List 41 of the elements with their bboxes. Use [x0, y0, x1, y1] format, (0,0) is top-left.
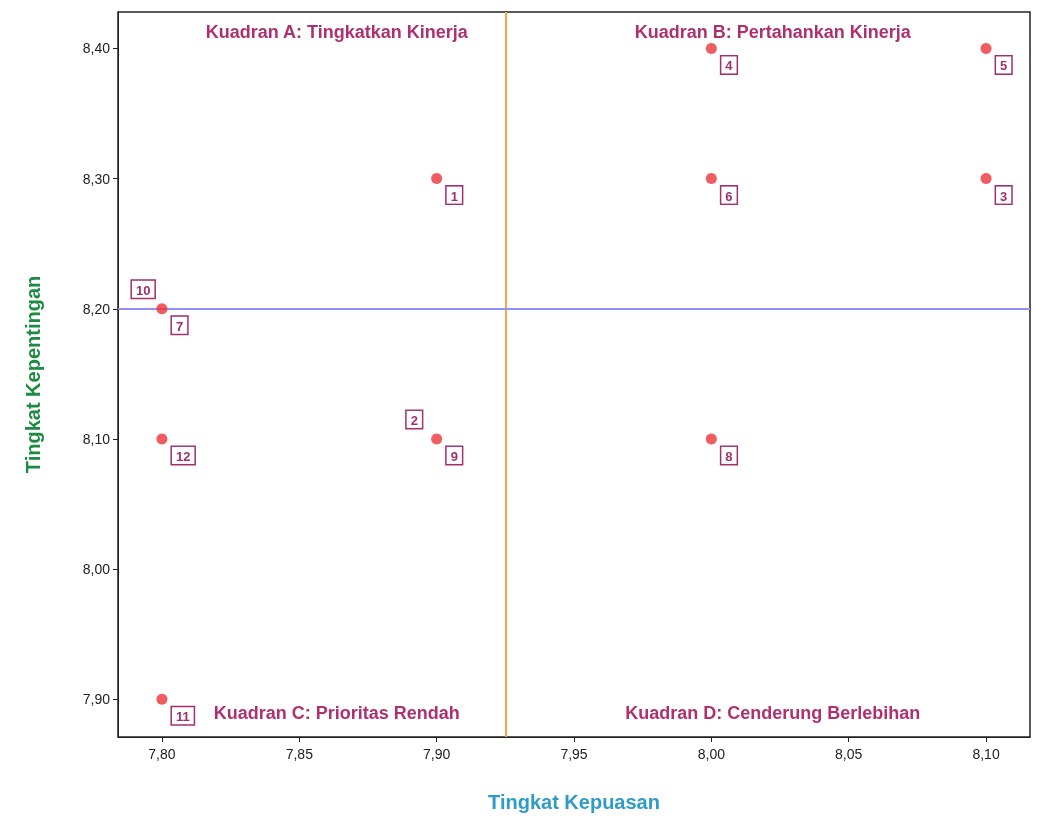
y-axis-title: Tingkat Kepentingan	[22, 275, 44, 474]
point	[431, 173, 443, 185]
annotation: 4	[725, 58, 734, 74]
annotation: Kuadran B: Pertahankan Kinerja	[634, 22, 912, 42]
annotation: 10	[135, 282, 151, 298]
x-tick-label: 7,85	[285, 746, 314, 762]
y-tick-label: 8,30	[82, 170, 111, 187]
annotation: Kuadran C: Prioritas Rendah	[213, 703, 460, 723]
y-tick-label: 8,00	[82, 561, 111, 578]
annotation: Kuadran A: Tingkatkan Kinerja	[205, 22, 469, 42]
x-tick-label: 7,95	[560, 746, 588, 762]
y-tick-label: 8,40	[82, 40, 111, 57]
point	[431, 433, 443, 445]
y-tick-label: 8,10	[82, 430, 111, 447]
annotation: 11	[175, 709, 190, 725]
y-tick-label: 8,20	[82, 300, 111, 317]
y-tick-label: 7,90	[82, 691, 111, 708]
annotation: 12	[175, 448, 191, 464]
annotation: 2	[410, 412, 418, 428]
x-tick-label: 8,00	[697, 746, 726, 762]
x-tick-label: 8,10	[972, 746, 1000, 762]
annotation: 5	[1000, 58, 1008, 74]
x-tick-label: 7,90	[423, 746, 451, 762]
x-axis-title: Tingkat Kepuasan	[488, 791, 660, 813]
annotation: 6	[725, 188, 733, 204]
annotation: 1	[450, 188, 458, 204]
x-tick-label: 8,05	[835, 746, 863, 762]
annotation: 8	[725, 448, 733, 464]
point	[156, 433, 168, 445]
annotation: 9	[450, 448, 458, 464]
annotation: 7	[175, 318, 184, 334]
point	[705, 42, 717, 54]
point	[156, 693, 168, 705]
annotation: 3	[1000, 188, 1008, 204]
point	[980, 173, 992, 185]
point	[705, 433, 717, 445]
x-tick-label: 7,80	[148, 746, 176, 762]
point	[980, 42, 992, 54]
point	[705, 173, 717, 185]
point	[156, 303, 168, 315]
annotation: Kuadran D: Cenderung Berlebihan	[625, 703, 921, 723]
